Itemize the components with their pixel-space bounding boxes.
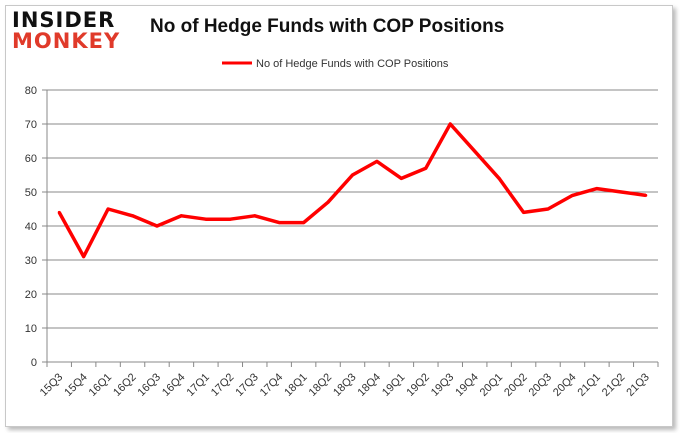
insider-monkey-logo: INSIDER MONKEY: [12, 10, 120, 52]
data-point: [131, 214, 135, 218]
x-tick-label: 17Q1: [184, 371, 212, 399]
y-tick-label: 60: [25, 153, 37, 165]
series-line: [57, 122, 647, 259]
x-tick-label: 18Q3: [331, 371, 359, 399]
y-tick-label: 70: [25, 119, 37, 131]
x-tick-label: 16Q4: [160, 371, 188, 399]
y-tick-label: 20: [25, 289, 37, 301]
logo-line2: MONKEY: [12, 29, 121, 53]
x-tick-label: 15Q4: [62, 371, 90, 399]
data-point: [644, 193, 648, 197]
legend-label: No of Hedge Funds with COP Positions: [256, 58, 449, 70]
x-tick-label: 19Q2: [404, 371, 432, 399]
x-tick-label: 16Q1: [87, 371, 115, 399]
data-point: [448, 122, 452, 126]
data-point: [570, 193, 574, 197]
data-point: [326, 200, 330, 204]
y-tick-label: 40: [25, 221, 37, 233]
x-tick-label: 16Q3: [136, 371, 164, 399]
y-tick-label: 0: [31, 357, 37, 369]
x-tick-label: 19Q3: [429, 371, 457, 399]
x-tick-label: 15Q3: [38, 371, 66, 399]
data-point: [106, 207, 110, 211]
data-point: [595, 187, 599, 191]
data-point: [179, 214, 183, 218]
x-tick-label: 21Q3: [624, 371, 652, 399]
x-tick-label: 18Q2: [307, 371, 335, 399]
data-point: [351, 173, 354, 177]
data-point: [546, 207, 550, 211]
x-tick-label: 17Q4: [258, 371, 286, 399]
data-point: [399, 176, 403, 180]
x-tick-label: 20Q1: [478, 371, 506, 399]
y-tick-label: 80: [25, 85, 37, 97]
x-tick-label: 17Q3: [233, 371, 261, 399]
data-point: [497, 176, 501, 180]
y-tick-label: 30: [25, 255, 37, 267]
x-tick-label: 18Q1: [282, 371, 310, 399]
data-point: [155, 224, 159, 228]
logo-line1: INSIDER: [12, 8, 116, 32]
x-tick-label: 20Q2: [502, 371, 530, 399]
y-tick-label: 10: [25, 323, 37, 335]
chart-title: No of Hedge Funds with COP Positions: [150, 16, 505, 37]
data-point: [82, 255, 86, 259]
data-point: [204, 217, 208, 221]
x-tick-label: 20Q3: [527, 371, 555, 399]
x-tick-label: 21Q1: [575, 371, 603, 399]
data-point: [302, 221, 306, 225]
data-point: [424, 166, 428, 170]
data-point: [228, 217, 232, 221]
data-point: [277, 221, 281, 225]
chart-frame: [5, 5, 673, 427]
data-point: [253, 214, 257, 218]
x-tick-label: 17Q2: [209, 371, 237, 399]
x-tick-label: 19Q4: [453, 371, 481, 399]
y-tick-label: 50: [25, 187, 37, 199]
x-tick-label: 18Q4: [356, 371, 384, 399]
x-tick-label: 20Q4: [551, 371, 579, 399]
data-point: [375, 159, 379, 163]
data-point: [473, 149, 477, 153]
data-point: [57, 210, 61, 214]
data-point: [619, 190, 623, 194]
data-point: [522, 210, 526, 214]
x-tick-label: 21Q2: [600, 371, 628, 399]
x-tick-label: 19Q1: [380, 371, 408, 399]
x-tick-label: 16Q2: [111, 371, 139, 399]
